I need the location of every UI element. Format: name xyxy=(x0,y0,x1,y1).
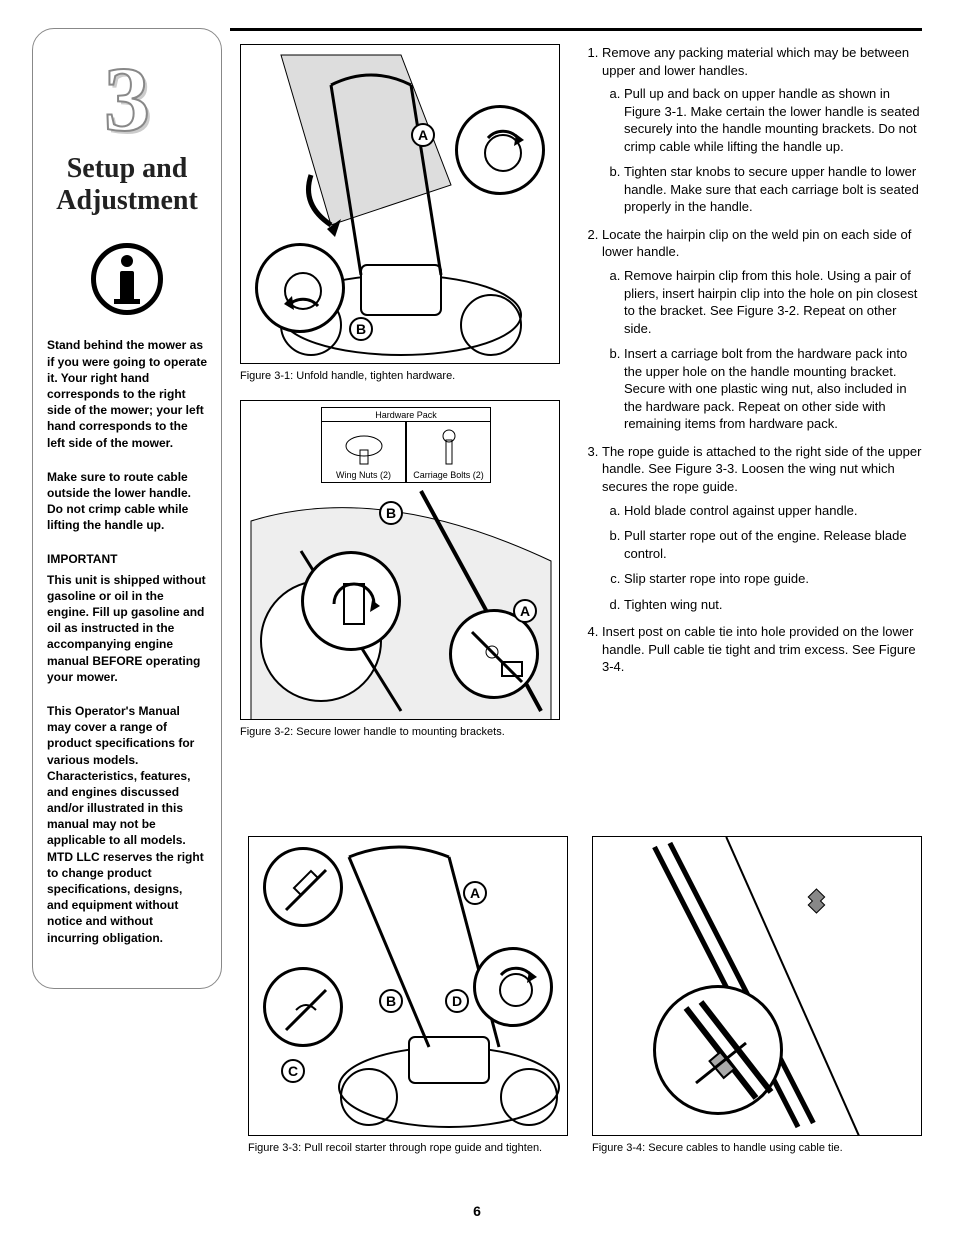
callout-d3: D xyxy=(445,989,469,1013)
callout-b3: B xyxy=(379,989,403,1013)
figure-3-3-caption: Figure 3-3: Pull recoil starter through … xyxy=(248,1142,568,1154)
page-number: 6 xyxy=(0,1203,954,1219)
sidebar-p3: This unit is shipped without gasoline or… xyxy=(47,572,207,685)
info-icon xyxy=(91,243,163,315)
figure-3-1-caption: Figure 3-1: Unfold handle, tighten hardw… xyxy=(240,370,560,382)
chapter-title: Setup and Adjustment xyxy=(47,153,207,217)
step-3: The rope guide is attached to the right … xyxy=(602,443,922,613)
chapter-number: 3 xyxy=(104,53,150,145)
hw-bolt-label: Carriage Bolts (2) xyxy=(407,470,490,480)
sidebar-p1: Stand behind the mower as if you were go… xyxy=(47,337,207,450)
callout-b: B xyxy=(349,317,373,341)
instruction-list: Remove any packing material which may be… xyxy=(584,44,922,676)
step-3a: Hold blade control against upper handle. xyxy=(624,502,922,520)
sidebar-p2: Make sure to route cable outside the low… xyxy=(47,469,207,534)
bottom-figures-row: A B C D Figure 3-3: Pull recoil starter … xyxy=(248,830,922,1172)
sidebar-text: Stand behind the mower as if you were go… xyxy=(47,337,207,963)
callout-a3: A xyxy=(463,881,487,905)
step-2b: Insert a carriage bolt from the hardware… xyxy=(624,345,922,433)
step-3-text: The rope guide is attached to the right … xyxy=(602,444,921,494)
step-2a: Remove hairpin clip from this hole. Usin… xyxy=(624,267,922,337)
step-1a: Pull up and back on upper handle as show… xyxy=(624,85,922,155)
step-3b: Pull starter rope out of the engine. Rel… xyxy=(624,527,922,562)
detail-c3 xyxy=(263,967,343,1047)
figure-3-4 xyxy=(592,836,922,1136)
step-1b: Tighten star knobs to secure upper handl… xyxy=(624,163,922,216)
step-2-text: Locate the hairpin clip on the weld pin … xyxy=(602,227,911,260)
hardware-carriage-bolts: Carriage Bolts (2) xyxy=(406,421,491,483)
sidebar-p4: This Operator's Manual may cover a range… xyxy=(47,703,207,946)
figure-3-2-caption: Figure 3-2: Secure lower handle to mount… xyxy=(240,726,560,738)
callout-b2: B xyxy=(379,501,403,525)
detail-a3 xyxy=(263,847,343,927)
detail-circle-b2 xyxy=(301,551,401,651)
step-1-text: Remove any packing material which may be… xyxy=(602,45,909,78)
figure-3-4-wrap: Figure 3-4: Secure cables to handle usin… xyxy=(592,836,922,1172)
top-rule xyxy=(230,28,922,31)
hardware-wing-nuts: Wing Nuts (2) xyxy=(321,421,406,483)
detail-circle-a xyxy=(455,105,545,195)
figure-3-3-wrap: A B C D Figure 3-3: Pull recoil starter … xyxy=(248,836,568,1172)
detail-d3 xyxy=(473,947,553,1027)
step-2: Locate the hairpin clip on the weld pin … xyxy=(602,226,922,433)
detail-circle-b xyxy=(255,243,345,333)
figure-3-2: Hardware Pack Wing Nuts (2) Carriage Bol… xyxy=(240,400,560,720)
hw-wing-label: Wing Nuts (2) xyxy=(322,470,405,480)
callout-a2: A xyxy=(513,599,537,623)
figure-3-4-caption: Figure 3-4: Secure cables to handle usin… xyxy=(592,1142,922,1154)
step-3c: Slip starter rope into rope guide. xyxy=(624,570,922,588)
step-4: Insert post on cable tie into hole provi… xyxy=(602,623,922,676)
figure-3-3: A B C D xyxy=(248,836,568,1136)
figure-3-1: A B xyxy=(240,44,560,364)
detail-tie xyxy=(653,985,783,1115)
step-3d: Tighten wing nut. xyxy=(624,596,922,614)
callout-a: A xyxy=(411,123,435,147)
callout-c3: C xyxy=(281,1059,305,1083)
important-heading: IMPORTANT xyxy=(47,551,207,567)
sidebar: 3 Setup and Adjustment Stand behind the … xyxy=(32,28,222,989)
step-1: Remove any packing material which may be… xyxy=(602,44,922,216)
